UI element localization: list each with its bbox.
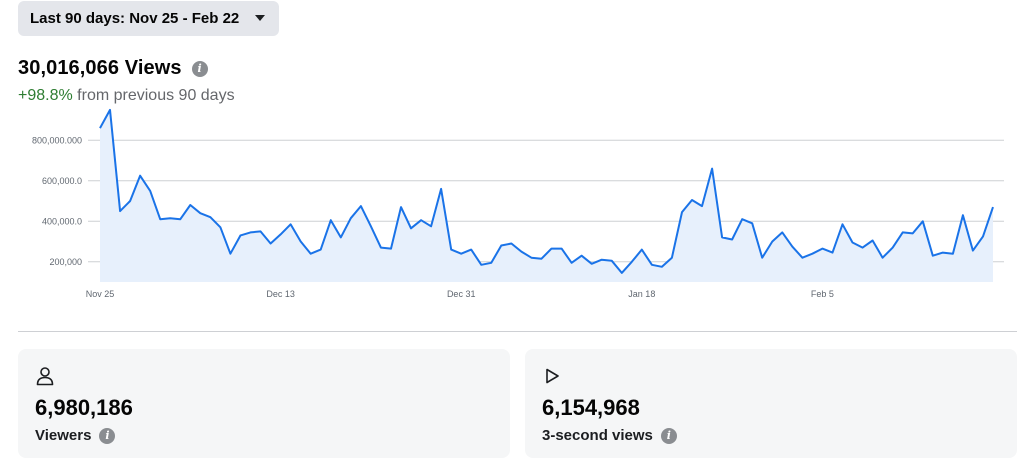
x-tick-label: Nov 25 — [86, 289, 115, 299]
three-second-views-label: 3-second views — [542, 427, 653, 444]
x-tick-label: Dec 31 — [447, 289, 476, 299]
viewers-label: Viewers — [35, 427, 92, 444]
change-percent: +98.8% — [18, 87, 73, 104]
views-change: +98.8% from previous 90 days — [18, 87, 235, 105]
caret-down-icon — [255, 15, 265, 21]
three-second-views-card: 6,154,968 3-second views i — [525, 349, 1017, 458]
three-second-views-value: 6,154,968 — [542, 395, 640, 420]
info-icon[interactable]: i — [660, 427, 677, 444]
y-tick-label: 600,000.0 — [42, 176, 82, 186]
views-headline: 30,016,066 Views i — [18, 57, 208, 80]
series-line — [99, 108, 994, 274]
person-icon — [36, 367, 54, 386]
viewers-label-row: Viewers i — [35, 427, 116, 444]
divider — [18, 331, 1017, 332]
y-tick-label: 800,000.000 — [32, 135, 82, 145]
y-tick-label: 400,000.0 — [42, 216, 82, 226]
views-chart[interactable]: 800,000.000 600,000.0 400,000.0 200,000 Nov … — [0, 108, 1031, 310]
viewers-card: 6,980,186 Viewers i — [18, 349, 510, 458]
play-icon — [546, 368, 559, 384]
y-tick-label: 200,000 — [49, 257, 82, 267]
info-icon[interactable]: i — [191, 60, 208, 77]
x-tick-label: Feb 5 — [811, 289, 834, 299]
change-text: from previous 90 days — [77, 87, 235, 104]
three-second-views-label-row: 3-second views i — [542, 427, 677, 444]
total-views: 30,016,066 Views — [18, 57, 182, 79]
date-range-label: Last 90 days: Nov 25 - Feb 22 — [30, 10, 240, 27]
x-tick-label: Jan 18 — [628, 289, 655, 299]
series-area — [100, 109, 993, 283]
date-range-dropdown[interactable]: Last 90 days: Nov 25 - Feb 22 — [18, 1, 279, 36]
x-tick-label: Dec 13 — [266, 289, 295, 299]
viewers-value: 6,980,186 — [35, 395, 133, 420]
info-icon[interactable]: i — [99, 427, 116, 444]
